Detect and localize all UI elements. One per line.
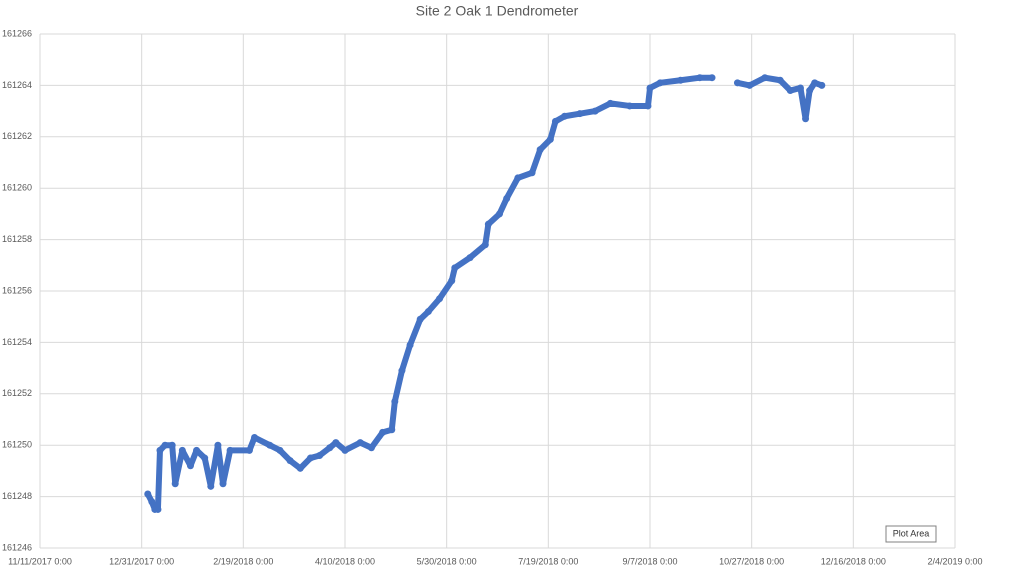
y-tick-label: 161266 [2,28,32,38]
data-point [708,74,716,82]
data-point [536,146,544,154]
data-point [656,79,664,87]
data-point [576,110,584,118]
data-point [677,76,684,84]
data-point [367,444,375,452]
x-tick-label: 9/7/2018 0:00 [622,556,677,566]
data-point [161,441,169,449]
data-point [551,117,559,125]
data-point [591,107,599,115]
data-point [626,102,634,110]
data-point [148,498,156,506]
data-point [296,464,304,472]
data-point [245,446,253,454]
data-point [451,264,459,272]
data-point [514,174,522,182]
data-point [496,210,504,218]
data-point [154,505,162,513]
x-tick-label: 4/10/2018 0:00 [315,556,375,566]
plot [144,74,826,513]
y-tick-label: 161246 [2,542,32,552]
y-tick-label: 161248 [2,491,32,501]
data-point [156,446,164,454]
x-tick-label: 7/19/2018 0:00 [518,556,578,566]
data-point [776,76,784,84]
tooltip-text: Plot Area [893,528,930,538]
data-point [466,254,474,262]
data-point [424,308,432,316]
data-point [379,428,387,436]
data-point [214,441,222,449]
data-point [266,441,274,449]
data-point [276,446,284,454]
x-tick-label: 10/27/2018 0:00 [719,556,784,566]
data-point [306,454,314,462]
y-tick-label: 161260 [2,183,32,193]
data-point [356,439,364,447]
data-point [251,433,259,441]
data-point [528,169,536,177]
x-tick-label: 11/11/2017 0:00 [8,556,72,566]
data-point [644,102,652,110]
data-point [448,277,456,285]
y-tick-label: 161256 [2,285,32,295]
data-point [606,99,614,107]
y-tick-label: 161250 [2,440,32,450]
data-point [391,398,399,406]
data-point [168,441,176,449]
data-point [818,81,826,89]
x-tick-label: 2/19/2018 0:00 [213,556,273,566]
data-point [316,451,324,459]
data-point [802,115,810,123]
data-point [186,462,194,470]
y-tick-label: 161252 [2,388,32,398]
data-point [341,446,349,454]
data-point [796,84,804,92]
y-tick-label: 161258 [2,234,32,244]
x-tick-label: 12/16/2018 0:00 [821,556,886,566]
data-point [746,81,754,89]
data-point [733,79,741,87]
data-point [546,135,554,143]
x-tick-label: 5/30/2018 0:00 [417,556,477,566]
x-tick-label: 2/4/2019 0:00 [927,556,982,566]
data-point [286,457,294,465]
data-point [219,480,227,488]
data-point [484,220,492,228]
data-point [761,74,769,82]
data-point [561,112,569,120]
data-point [144,490,152,498]
y-tick-label: 161254 [2,337,32,347]
data-point [201,454,209,462]
x-tick-label: 12/31/2017 0:00 [109,556,174,566]
data-point [416,315,424,323]
series-trace [734,74,825,122]
data-point [406,341,414,349]
chart-title: Site 2 Oak 1 Dendrometer [416,3,579,19]
data-point [646,84,654,92]
data-point [326,444,334,452]
grid: 161246 161248 161250 161252 161254 161256 1612… [2,28,983,566]
data-point [226,446,234,454]
data-point [207,482,215,490]
y-tick-label: 161262 [2,131,32,141]
data-point [786,87,794,95]
data-point [171,480,179,488]
data-point [398,367,406,375]
data-point [193,446,201,454]
data-point [436,295,444,303]
y-tick-label: 161264 [2,80,32,90]
data-point [332,439,340,447]
data-point [696,74,704,82]
data-point [503,194,511,202]
data-point [806,87,814,95]
data-point [811,79,819,87]
data-point [481,241,489,249]
data-point [388,426,396,434]
tooltip-box [885,525,937,543]
tooltip: Plot Area [885,525,937,543]
data-point [178,446,186,454]
